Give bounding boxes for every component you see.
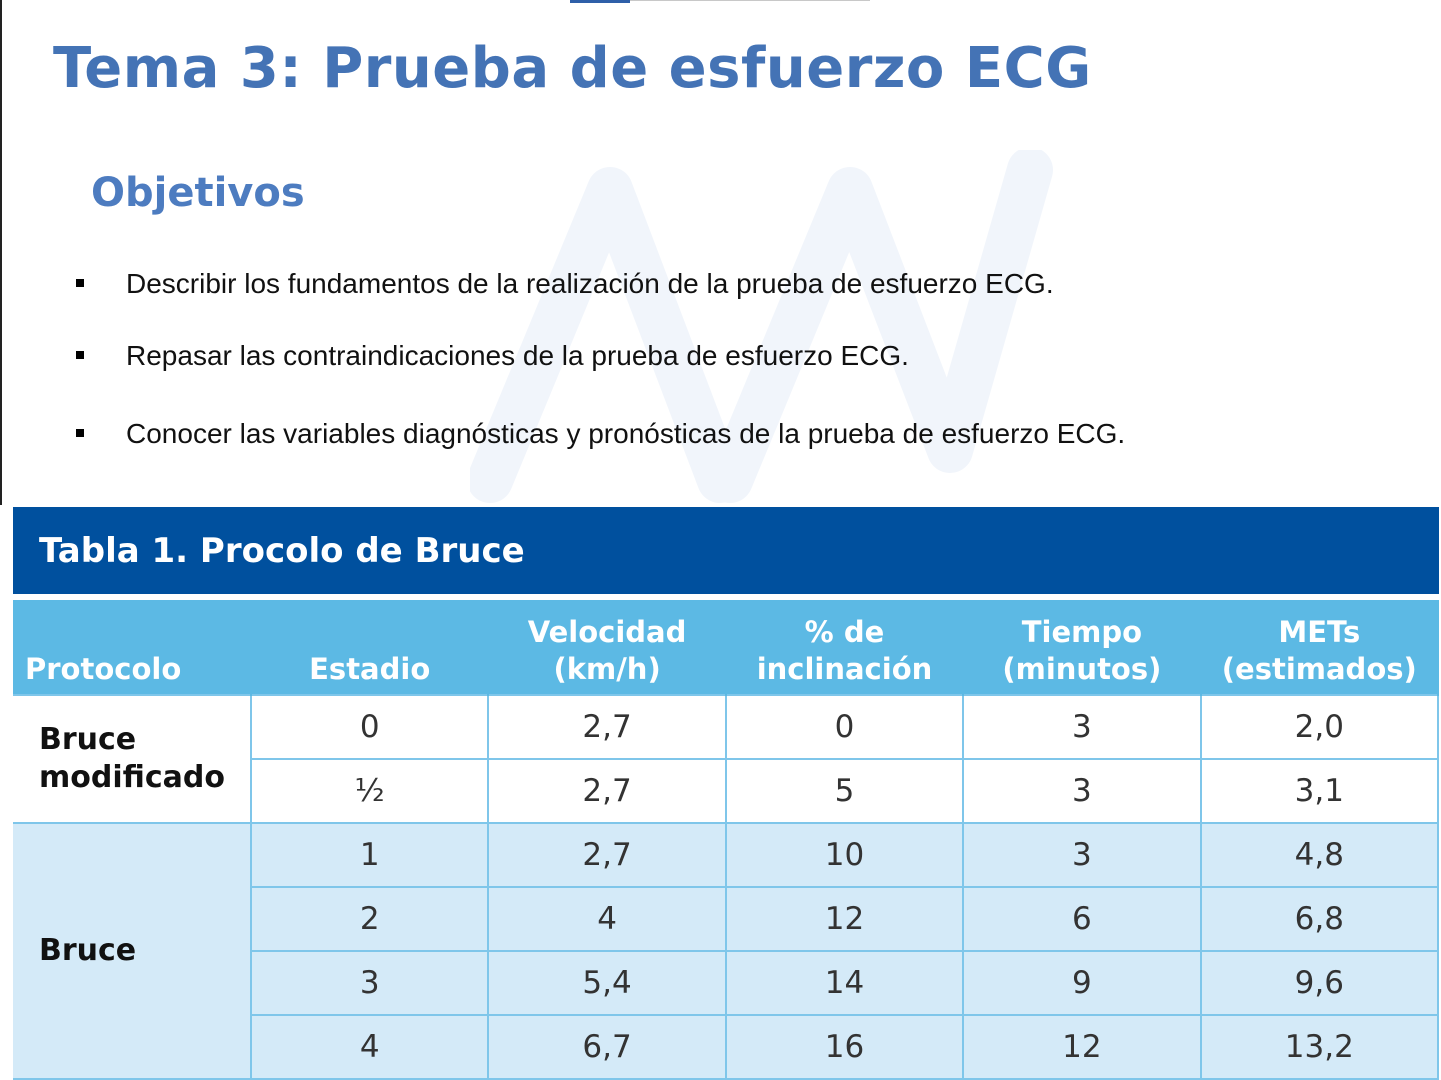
cell-mets: 2,0 bbox=[1199, 694, 1440, 760]
bruce-protocol-table-block: Tabla 1. Procolo de Bruce Protocolo Esta… bbox=[13, 507, 1440, 1080]
table-row: Bruce modificado 0 2,7 0 3 2,0 bbox=[13, 694, 1440, 824]
table-title-gap bbox=[13, 594, 1439, 600]
table-row: ½ 2,7 5 3 3,1 bbox=[13, 758, 1440, 824]
protocol-cell-bruce: Bruce bbox=[13, 822, 252, 1080]
objective-item: Conocer las variables diagnósticas y pro… bbox=[70, 416, 1245, 452]
objectives-list: Describir los fundamentos de la realizac… bbox=[70, 266, 1245, 452]
cell-tiempo: 3 bbox=[962, 694, 1202, 760]
header-tiempo: Tiempo (minutos) bbox=[963, 600, 1202, 695]
cell-inclinacion: 16 bbox=[724, 1014, 965, 1080]
cell-velocidad: 6,7 bbox=[487, 1014, 727, 1080]
section-heading-objectives: Objetivos bbox=[91, 170, 305, 216]
objective-text: Conocer las variables diagnósticas y pro… bbox=[126, 418, 1126, 449]
table-header-row: Protocolo Estadio Velocidad (km/h) % de i… bbox=[13, 600, 1440, 695]
cell-velocidad: 2,7 bbox=[487, 694, 727, 760]
table-row: Bruce 1 2,7 10 3 4,8 bbox=[13, 822, 1440, 1080]
objective-item: Describir los fundamentos de la realizac… bbox=[70, 266, 1245, 302]
cell-estadio: ½ bbox=[249, 758, 490, 824]
square-bullet-icon bbox=[76, 429, 84, 437]
table-row: 3 5,4 14 9 9,6 bbox=[13, 950, 1440, 1016]
cell-mets: 9,6 bbox=[1199, 950, 1440, 1016]
top-accent-line bbox=[630, 0, 870, 1]
bruce-protocol-table: Protocolo Estadio Velocidad (km/h) % de i… bbox=[13, 600, 1440, 1080]
cell-estadio: 0 bbox=[249, 694, 490, 760]
cell-tiempo: 12 bbox=[962, 1014, 1202, 1080]
header-mets: METs (estimados) bbox=[1200, 600, 1440, 695]
header-protocolo: Protocolo bbox=[13, 600, 252, 695]
cell-inclinacion: 0 bbox=[724, 694, 965, 760]
cell-tiempo: 3 bbox=[962, 822, 1202, 888]
objective-text: Describir los fundamentos de la realizac… bbox=[126, 268, 1054, 299]
cell-inclinacion: 12 bbox=[724, 886, 965, 952]
slide-left-border bbox=[0, 0, 2, 505]
header-estadio: Estadio bbox=[251, 600, 490, 695]
cell-estadio: 2 bbox=[249, 886, 490, 952]
table-row: 4 6,7 16 12 13,2 bbox=[13, 1014, 1440, 1080]
protocol-name-line: Bruce bbox=[39, 722, 137, 757]
cell-estadio: 3 bbox=[249, 950, 490, 1016]
cell-estadio: 1 bbox=[249, 822, 490, 888]
protocol-cell-bruce-modificado: Bruce modificado bbox=[13, 694, 252, 824]
cell-estadio: 4 bbox=[249, 1014, 490, 1080]
square-bullet-icon bbox=[76, 351, 84, 359]
cell-mets: 13,2 bbox=[1199, 1014, 1440, 1080]
cell-tiempo: 6 bbox=[962, 886, 1202, 952]
header-inclinacion: % de inclinación bbox=[725, 600, 965, 695]
header-velocidad: Velocidad (km/h) bbox=[488, 600, 727, 695]
square-bullet-icon bbox=[76, 279, 84, 287]
cell-inclinacion: 10 bbox=[724, 822, 965, 888]
protocol-name-line: modificado bbox=[39, 760, 225, 795]
cell-velocidad: 2,7 bbox=[487, 758, 727, 824]
cell-mets: 6,8 bbox=[1199, 886, 1440, 952]
table-row: 2 4 12 6 6,8 bbox=[13, 886, 1440, 952]
page-title: Tema 3: Prueba de esfuerzo ECG bbox=[53, 36, 1092, 101]
table-title: Tabla 1. Procolo de Bruce bbox=[13, 507, 1439, 594]
cell-tiempo: 9 bbox=[962, 950, 1202, 1016]
objective-item: Repasar las contraindicaciones de la pru… bbox=[70, 338, 1245, 374]
cell-velocidad: 2,7 bbox=[487, 822, 727, 888]
cell-tiempo: 3 bbox=[962, 758, 1202, 824]
cell-mets: 3,1 bbox=[1199, 758, 1440, 824]
cell-mets: 4,8 bbox=[1199, 822, 1440, 888]
top-accent-bar bbox=[570, 0, 630, 3]
cell-inclinacion: 14 bbox=[724, 950, 965, 1016]
cell-velocidad: 5,4 bbox=[487, 950, 727, 1016]
objective-text: Repasar las contraindicaciones de la pru… bbox=[126, 340, 909, 371]
cell-velocidad: 4 bbox=[487, 886, 727, 952]
cell-inclinacion: 5 bbox=[724, 758, 965, 824]
